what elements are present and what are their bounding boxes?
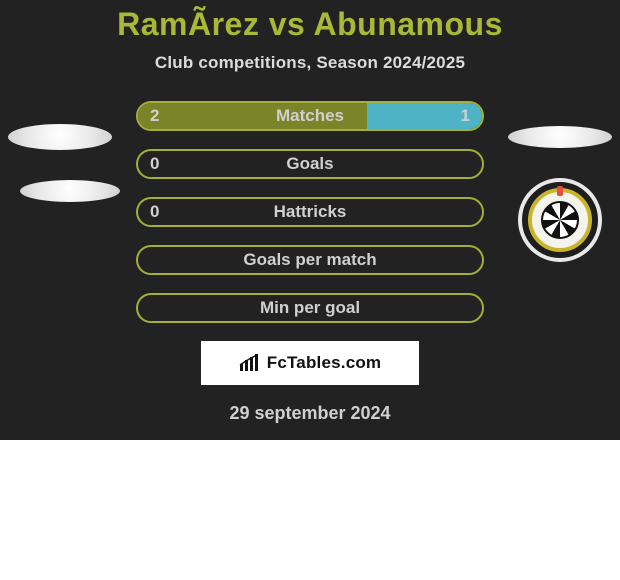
player-badge-right-1 [508, 126, 612, 148]
stat-row-hattricks: 0 Hattricks [136, 197, 484, 227]
date-text: 29 september 2024 [0, 403, 620, 424]
stat-label: Goals [286, 154, 333, 174]
stat-label: Hattricks [274, 202, 347, 222]
stat-right-value: 1 [461, 106, 470, 126]
brand-text: FcTables.com [267, 353, 382, 373]
stat-row-goals: 0 Goals [136, 149, 484, 179]
stat-label: Goals per match [243, 250, 376, 270]
stat-row-min-per-goal: Min per goal [136, 293, 484, 323]
player-badge-left-2 [20, 180, 120, 202]
bar-chart-icon [239, 354, 261, 372]
stat-row-goals-per-match: Goals per match [136, 245, 484, 275]
club-logo-right [518, 178, 602, 262]
page-title: RamÃ­rez vs Abunamous [0, 0, 620, 43]
stat-left-value: 2 [150, 106, 159, 126]
stat-left-value: 0 [150, 202, 159, 222]
stat-left-value: 0 [150, 154, 159, 174]
comparison-panel: RamÃ­rez vs Abunamous Club competitions,… [0, 0, 620, 440]
stat-row-matches: 2 Matches 1 [136, 101, 484, 131]
stat-label: Min per goal [260, 298, 360, 318]
page-subtitle: Club competitions, Season 2024/2025 [0, 53, 620, 73]
brand-box: FcTables.com [201, 341, 419, 385]
stat-label: Matches [276, 106, 344, 126]
player-badge-left-1 [8, 124, 112, 150]
